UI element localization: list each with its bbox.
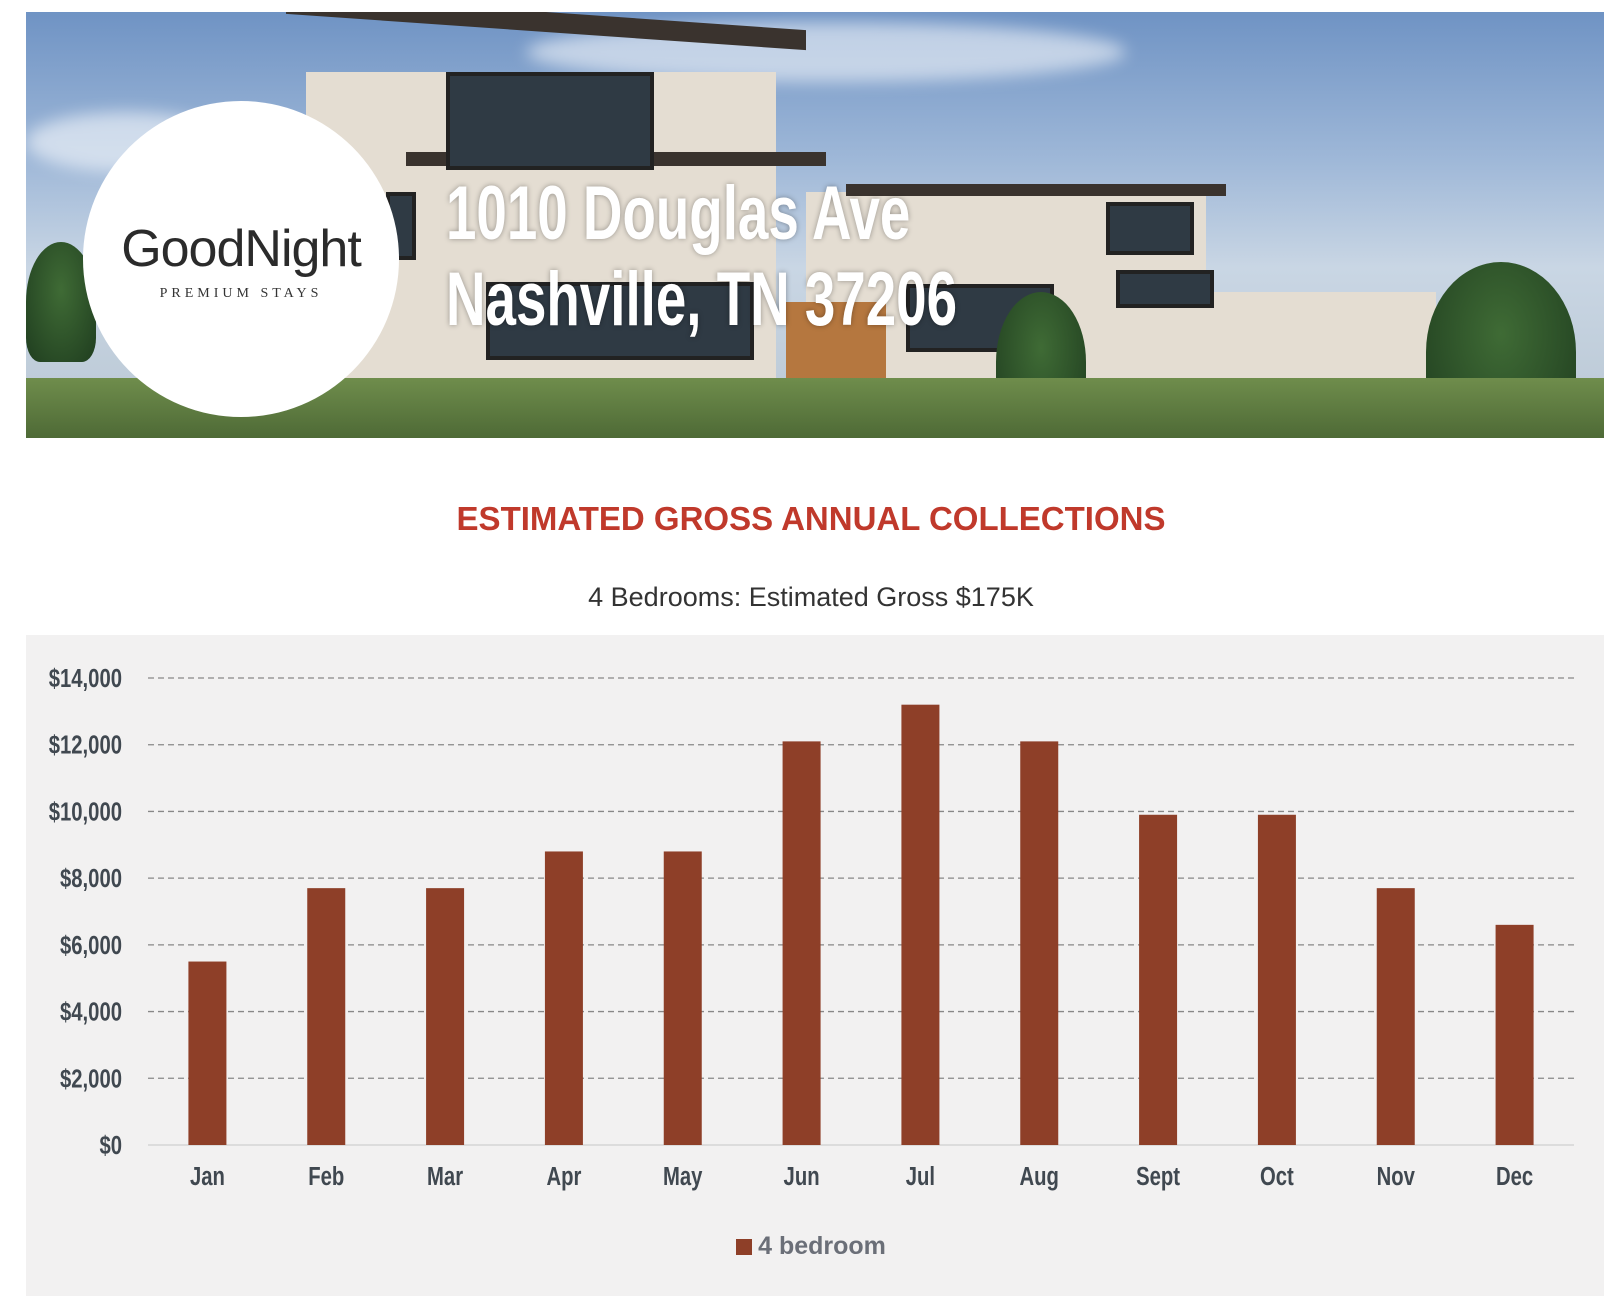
chart-panel: $0 $2,000 $4,000 $6,000 $8,000 $10,000 $12,000… [26, 635, 1604, 1296]
x-tick-label: Apr [546, 1162, 581, 1191]
bar-mar [426, 888, 465, 1145]
bar-chart: $0 $2,000 $4,000 $6,000 $8,000 $10,000 $12,000… [49, 664, 1574, 1191]
bar-dec [1495, 924, 1534, 1145]
y-tick-label: $0 [99, 1131, 122, 1160]
logo-name: GoodNight [121, 220, 362, 278]
bar-jul [901, 704, 940, 1145]
x-tick-label: May [663, 1162, 702, 1191]
bar-oct [1257, 814, 1296, 1145]
y-tick-label: $10,000 [49, 797, 122, 826]
header-banner [26, 12, 1604, 438]
x-tick-label: Aug [1020, 1162, 1059, 1191]
y-tick-label: $4,000 [60, 997, 122, 1026]
address-line-1: 1010 Douglas Ave [446, 171, 911, 256]
legend-swatch [736, 1239, 753, 1255]
x-tick-label: Mar [427, 1162, 463, 1191]
y-tick-label: $2,000 [60, 1064, 122, 1093]
goodnight-logo: GoodNight PREMIUM STAYS [83, 101, 399, 417]
y-tick-label: $8,000 [60, 864, 122, 893]
bar-nov [1376, 888, 1415, 1145]
bar-apr [544, 851, 583, 1145]
chart-legend: 4 bedroom [0, 1232, 1622, 1261]
x-tick-label: Sept [1136, 1162, 1180, 1191]
x-tick-label: Jun [784, 1162, 820, 1191]
x-tick-label: Jan [190, 1162, 225, 1191]
x-tick-label: Jul [906, 1162, 935, 1191]
bar-jun [782, 741, 821, 1145]
bar-aug [1020, 741, 1059, 1145]
bar-may [663, 851, 702, 1145]
address-line-2: Nashville, TN 37206 [446, 257, 957, 342]
y-tick-label: $14,000 [49, 664, 122, 693]
bar-feb [307, 888, 346, 1145]
logo-tagline: PREMIUM STAYS [159, 286, 323, 301]
x-tick-label: Feb [308, 1162, 344, 1191]
legend-label: 4 bedroom [758, 1232, 886, 1260]
bar-sept [1139, 814, 1178, 1145]
y-tick-label: $6,000 [60, 930, 122, 959]
x-tick-label: Oct [1260, 1162, 1294, 1191]
page-title: ESTIMATED GROSS ANNUAL COLLECTIONS [456, 500, 1166, 537]
chart-title: 4 Bedrooms: Estimated Gross $175K [588, 582, 1034, 612]
bar-jan [188, 961, 227, 1145]
y-tick-label: $12,000 [49, 730, 122, 759]
x-tick-label: Dec [1496, 1162, 1533, 1191]
x-tick-label: Nov [1377, 1162, 1415, 1191]
